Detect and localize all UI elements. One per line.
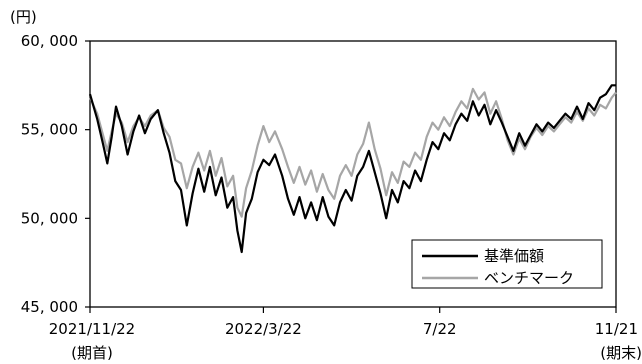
x-tick-sublabel: (期末): [600, 344, 642, 362]
x-tick-label: 2022/3/22: [225, 320, 302, 338]
series-line-0: [88, 84, 616, 254]
plot-area-frame: [89, 40, 617, 308]
legend-label: 基準価額: [484, 247, 544, 265]
y-axis: 45, 000 50, 000 55, 000 60, 000: [21, 32, 90, 316]
x-axis: 2021/11/22 (期首) 2022/3/22 7/22 11/21 (期末): [49, 307, 642, 362]
x-tick-label: 11/21: [595, 320, 638, 338]
series-layer: [88, 84, 617, 254]
y-tick-label: 45, 000: [21, 298, 78, 316]
legend-label: ベンチマーク: [484, 269, 574, 287]
series-line-1: [88, 87, 617, 218]
y-tick-label: 50, 000: [21, 209, 78, 227]
legend-box: [411, 239, 603, 289]
y-tick-label: 60, 000: [21, 32, 78, 50]
x-tick-label: 7/22: [423, 320, 457, 338]
y-tick-label: 55, 000: [21, 121, 78, 139]
y-axis-unit-label: (円): [10, 8, 37, 26]
x-tick-sublabel: (期首): [71, 344, 113, 362]
x-tick-label: 2021/11/22: [49, 320, 135, 338]
